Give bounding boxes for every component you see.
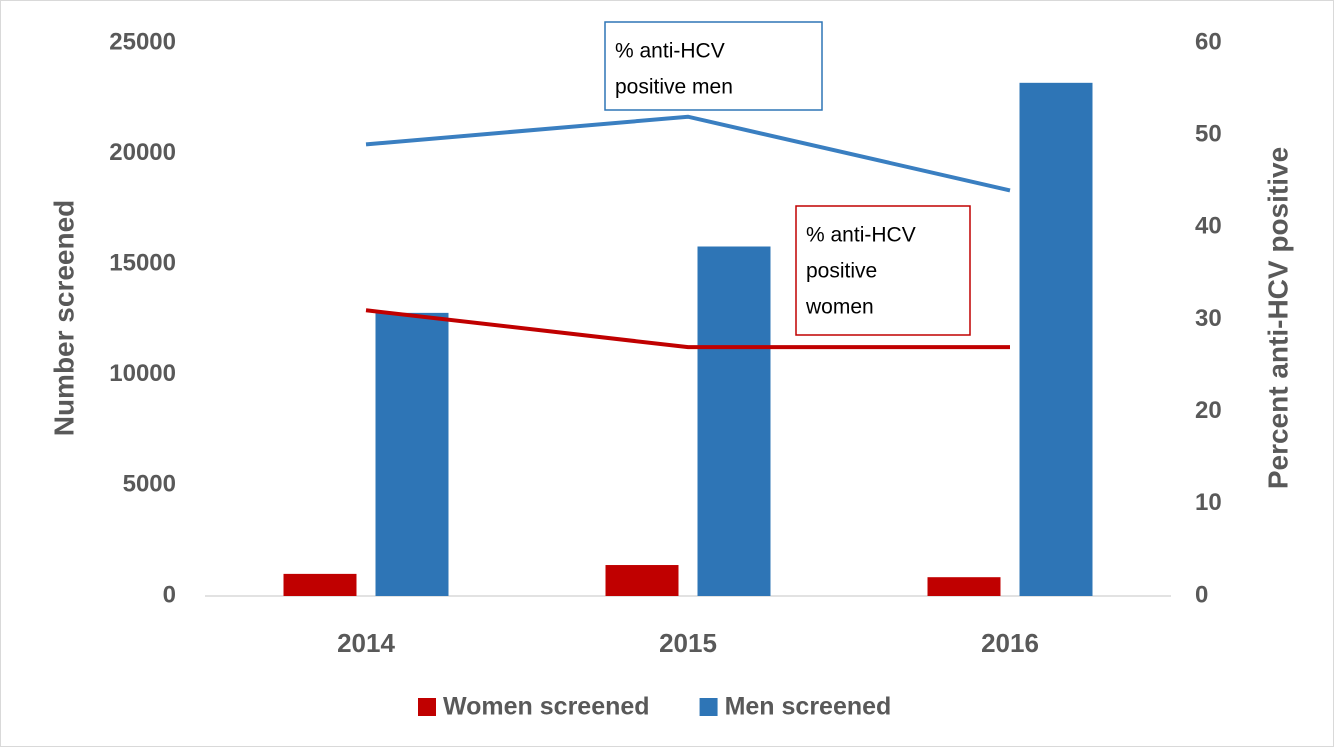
- annotation-text: % anti-HCV: [806, 224, 916, 247]
- bar: [605, 565, 679, 596]
- annotation-text: women: [805, 296, 874, 319]
- x-tick-label: 2016: [981, 628, 1039, 658]
- x-tick-label: 2014: [337, 628, 395, 658]
- y-tick-label: 20000: [109, 139, 176, 166]
- bar: [927, 577, 1001, 596]
- y-tick-label: 25000: [109, 28, 176, 55]
- y2-tick-label: 20: [1195, 397, 1222, 424]
- y2-tick-label: 40: [1195, 213, 1222, 240]
- y-tick-label: 0: [163, 581, 176, 608]
- y-axis-label: Number screened: [48, 200, 79, 437]
- legend-swatch: [418, 698, 436, 716]
- line: [365, 114, 1011, 193]
- y2-axis-label: Percent anti-HCV positive: [1262, 147, 1293, 489]
- annotation-box: [795, 205, 971, 336]
- annotation-text: % anti-HCV: [615, 40, 725, 63]
- y2-tick-label: 60: [1195, 28, 1222, 55]
- bar: [697, 246, 771, 596]
- y-tick-label: 5000: [123, 471, 176, 498]
- legend-label: Men screened: [725, 693, 892, 721]
- legend-label: Women screened: [443, 693, 650, 721]
- y2-tick-label: 50: [1195, 121, 1222, 148]
- annotation-text: positive men: [615, 76, 733, 99]
- annotation-box: [604, 21, 823, 111]
- bar: [1019, 82, 1093, 597]
- legend-swatch: [699, 698, 718, 716]
- y-tick-label: 15000: [109, 250, 176, 277]
- y-tick-label: 10000: [109, 360, 176, 387]
- bar: [375, 312, 449, 596]
- annotation-text: positive: [806, 260, 877, 283]
- x-tick-label: 2015: [659, 628, 717, 658]
- y2-tick-label: 0: [1195, 581, 1208, 608]
- bar: [283, 573, 357, 596]
- y2-tick-label: 10: [1195, 489, 1222, 516]
- line: [365, 308, 1010, 350]
- y2-tick-label: 30: [1195, 305, 1222, 332]
